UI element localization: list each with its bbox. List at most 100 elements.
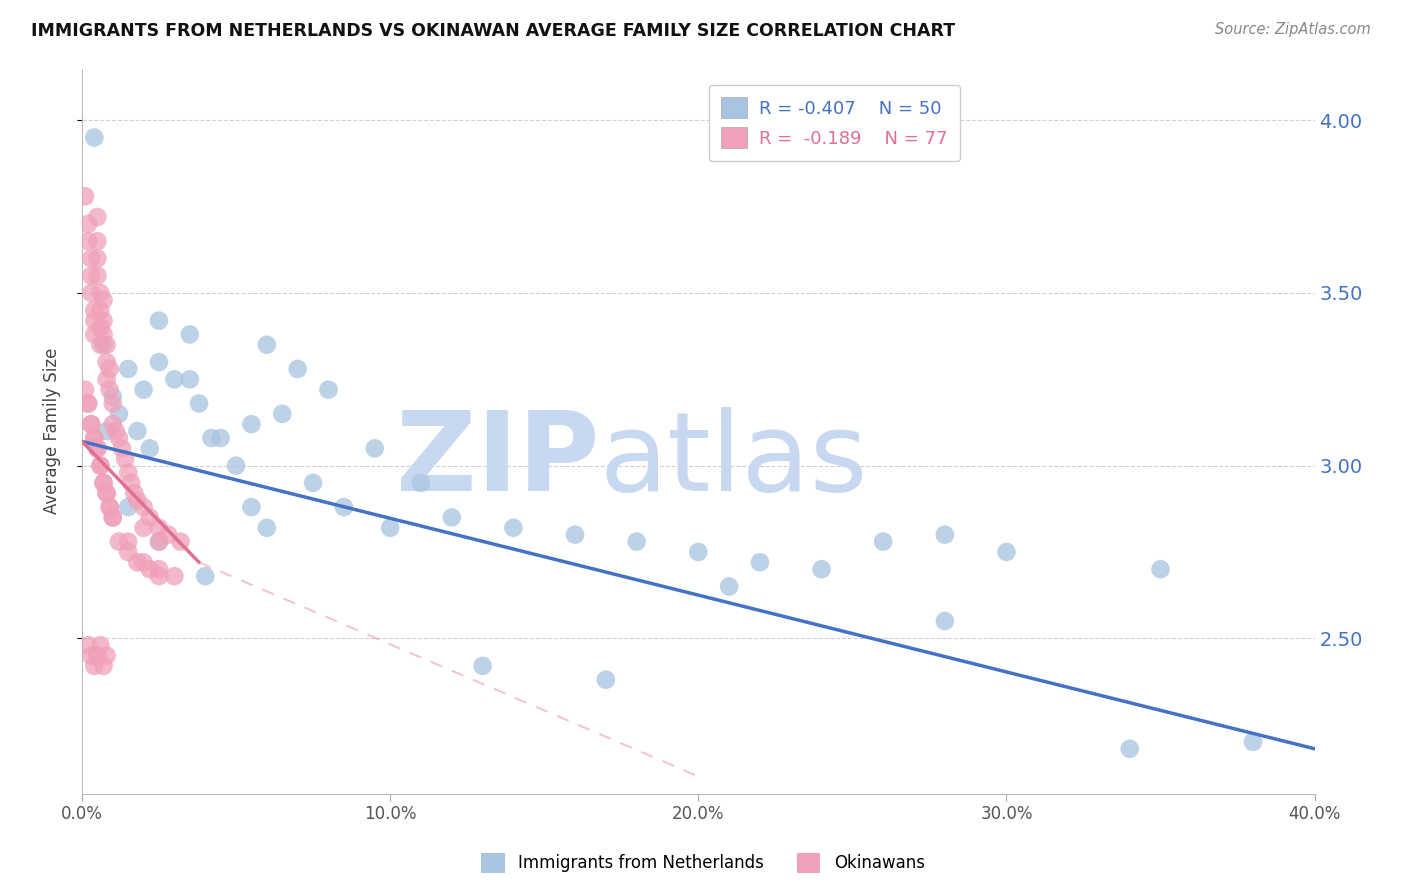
Point (80, 648, 103, 663)
Point (148, 534, 170, 549)
Point (440, 510, 463, 524)
Point (86, 252, 108, 266)
Legend: Immigrants from Netherlands, Okinawans: Immigrants from Netherlands, Okinawans (475, 847, 931, 880)
Point (117, 362, 139, 376)
Point (139, 562, 162, 576)
Legend: R = -0.407    N = 50, R =  -0.189    N = 77: R = -0.407 N = 50, R = -0.189 N = 77 (709, 85, 960, 161)
Point (89, 458, 111, 473)
Point (108, 407, 131, 421)
Point (256, 338, 278, 352)
Point (564, 527, 586, 541)
Point (688, 545, 710, 559)
Text: atlas: atlas (600, 407, 868, 514)
Point (718, 579, 741, 593)
Point (80, 252, 103, 266)
Point (98, 362, 121, 376)
Point (83, 130, 105, 145)
Point (93, 475, 115, 490)
Point (139, 510, 162, 524)
Point (132, 383, 155, 397)
Point (108, 534, 131, 549)
Point (117, 545, 139, 559)
Point (93, 293, 115, 307)
Point (101, 510, 124, 524)
Point (89, 638, 111, 652)
Point (96, 424, 118, 438)
Point (132, 555, 155, 569)
Point (101, 396, 124, 410)
Point (86, 268, 108, 283)
Point (80, 285, 103, 300)
Point (124, 486, 146, 500)
Point (471, 659, 494, 673)
Point (502, 521, 524, 535)
Point (83, 431, 105, 445)
Point (318, 383, 340, 397)
Point (77, 217, 100, 231)
Point (120, 475, 142, 490)
Point (108, 431, 131, 445)
Point (96, 338, 118, 352)
Point (93, 475, 115, 490)
Point (200, 431, 222, 445)
Point (73, 189, 96, 203)
Point (209, 431, 232, 445)
Point (111, 442, 134, 456)
Point (83, 327, 105, 342)
Point (77, 638, 100, 652)
Point (409, 475, 432, 490)
Point (256, 521, 278, 535)
Point (132, 500, 155, 514)
Point (89, 338, 111, 352)
Point (139, 442, 162, 456)
Point (117, 466, 139, 480)
Point (148, 562, 170, 576)
Point (77, 396, 100, 410)
Point (104, 424, 127, 438)
Point (80, 417, 103, 432)
Point (86, 442, 108, 456)
Point (169, 534, 191, 549)
Point (934, 527, 956, 541)
Point (934, 614, 956, 628)
Point (73, 383, 96, 397)
Y-axis label: Average Family Size: Average Family Size (44, 348, 60, 515)
Point (179, 372, 201, 386)
Point (89, 320, 111, 334)
Point (240, 500, 263, 514)
Point (80, 268, 103, 283)
Point (271, 407, 294, 421)
Point (93, 659, 115, 673)
Point (77, 234, 100, 248)
Point (89, 285, 111, 300)
Point (748, 555, 770, 569)
Point (83, 313, 105, 327)
Text: Source: ZipAtlas.com: Source: ZipAtlas.com (1215, 22, 1371, 37)
Point (148, 569, 170, 583)
Point (287, 362, 309, 376)
Point (626, 534, 648, 549)
Point (132, 521, 155, 535)
Point (96, 486, 118, 500)
Point (364, 442, 387, 456)
Point (86, 648, 108, 663)
Point (148, 534, 170, 549)
Point (333, 500, 356, 514)
Point (872, 534, 894, 549)
Point (86, 442, 108, 456)
Point (225, 458, 247, 473)
Point (98, 383, 121, 397)
Point (80, 417, 103, 432)
Point (1119, 741, 1142, 756)
Point (86, 234, 108, 248)
Point (148, 313, 170, 327)
Point (101, 510, 124, 524)
Point (83, 303, 105, 318)
Point (101, 390, 124, 404)
Point (240, 417, 263, 432)
Point (86, 210, 108, 224)
Point (194, 569, 217, 583)
Point (93, 313, 115, 327)
Point (96, 355, 118, 369)
Point (117, 534, 139, 549)
